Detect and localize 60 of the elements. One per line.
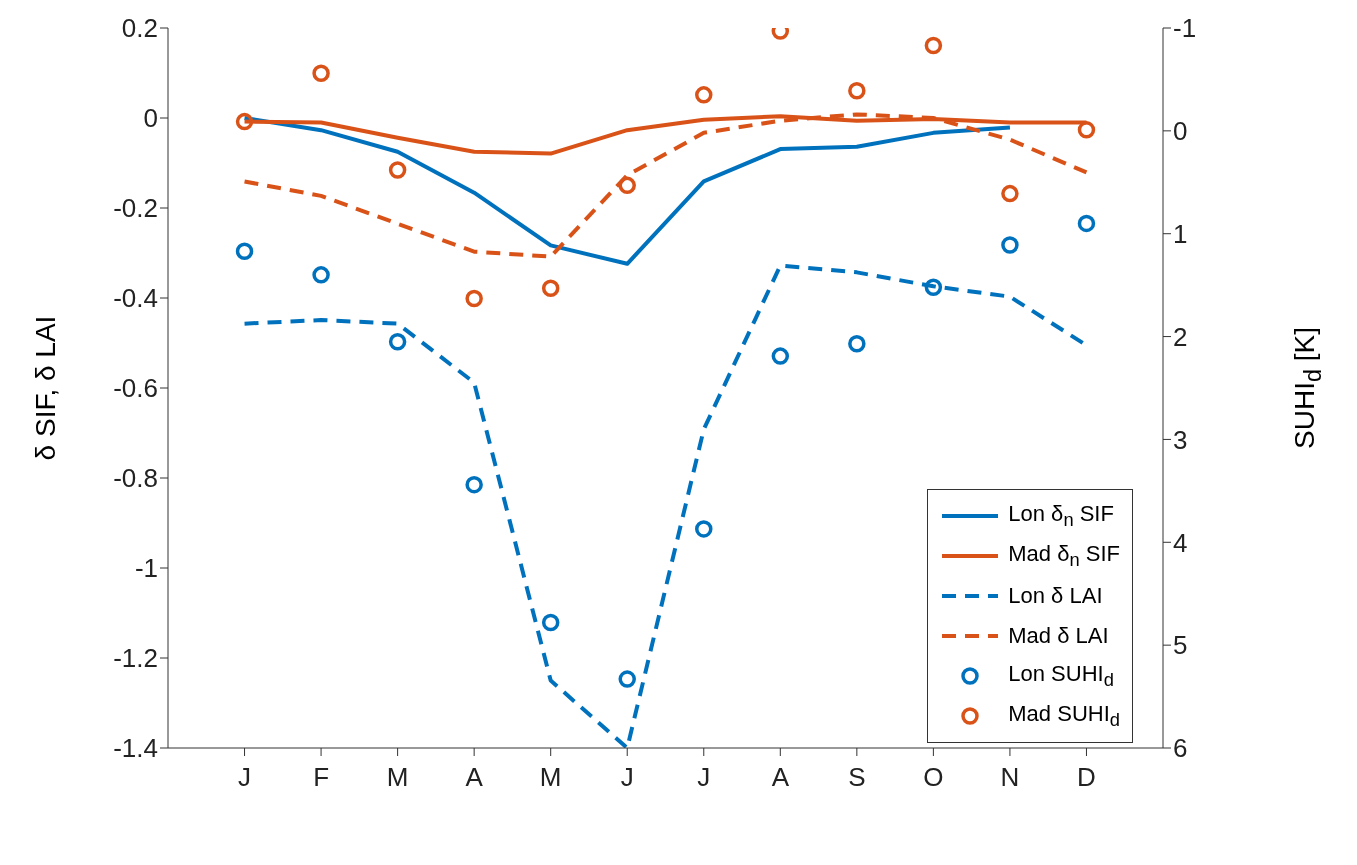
x-tick-label: M xyxy=(386,762,409,793)
point xyxy=(618,670,636,688)
y2-tick-label: 3 xyxy=(1173,424,1188,455)
x-tick-label: J xyxy=(238,762,252,793)
x-tick-label: D xyxy=(1077,762,1096,793)
y-tick-label: 0.2 xyxy=(121,13,158,44)
point xyxy=(465,289,483,308)
x-tick-label: O xyxy=(923,762,944,793)
x-tick-label: F xyxy=(313,762,330,793)
legend-label: Mad δ LAI xyxy=(1008,623,1109,649)
point xyxy=(618,176,636,195)
y2-tick-label: 1 xyxy=(1173,218,1188,249)
point xyxy=(924,36,943,55)
point xyxy=(388,332,407,351)
point xyxy=(235,242,254,260)
x-tick-label: N xyxy=(1000,762,1020,793)
point xyxy=(924,278,943,296)
point xyxy=(695,86,713,104)
x-tick-label: J xyxy=(697,762,711,793)
point xyxy=(1077,121,1096,139)
line-series xyxy=(242,112,1089,259)
x-tick-label: J xyxy=(620,762,634,793)
y-tick-label: -1 xyxy=(134,553,158,584)
point xyxy=(312,64,330,83)
point xyxy=(1077,214,1096,233)
y2-tick-label: 2 xyxy=(1173,321,1188,352)
point xyxy=(312,266,330,284)
x-tick-label: A xyxy=(771,762,790,793)
legend-label: Mad SUHI$_{d}$ xyxy=(1008,700,1120,732)
y2-tick-label: 0 xyxy=(1173,116,1188,147)
point xyxy=(1001,184,1019,203)
point xyxy=(771,347,790,365)
y2-tick-label: 4 xyxy=(1173,527,1188,558)
point xyxy=(1001,236,1019,254)
y-tick-label: 0 xyxy=(143,103,158,134)
y-tick-label: -0.4 xyxy=(113,283,158,314)
point xyxy=(848,81,866,100)
point xyxy=(235,112,254,131)
y-tick-label: -0.2 xyxy=(113,193,158,224)
y2-tick-label: -1 xyxy=(1173,13,1197,44)
point xyxy=(465,475,483,494)
y2-tick-label: 5 xyxy=(1173,630,1188,661)
y-axis-title: δ SIF, δ LAI xyxy=(30,315,62,461)
legend-label: Lon δ$_{n}$ SIF xyxy=(1008,500,1114,532)
legend-label: Lon SUHI$_{d}$ xyxy=(1008,660,1114,692)
y-tick-label: -1.4 xyxy=(113,733,158,764)
point xyxy=(541,279,560,297)
y-tick-label: -0.8 xyxy=(113,463,158,494)
x-tick-label: M xyxy=(539,762,562,793)
y-tick-label: -1.2 xyxy=(113,643,158,674)
y-tick-label: -0.6 xyxy=(113,373,158,404)
legend-label: Lon δ LAI xyxy=(1008,583,1103,609)
point xyxy=(388,161,407,179)
y2-tick-label: 6 xyxy=(1173,733,1188,764)
point xyxy=(848,335,866,353)
x-tick-label: S xyxy=(848,762,866,793)
point xyxy=(541,613,560,632)
x-tick-label: A xyxy=(465,762,484,793)
point xyxy=(695,520,713,538)
legend-label: Mad δ$_{n}$ SIF xyxy=(1008,540,1120,572)
